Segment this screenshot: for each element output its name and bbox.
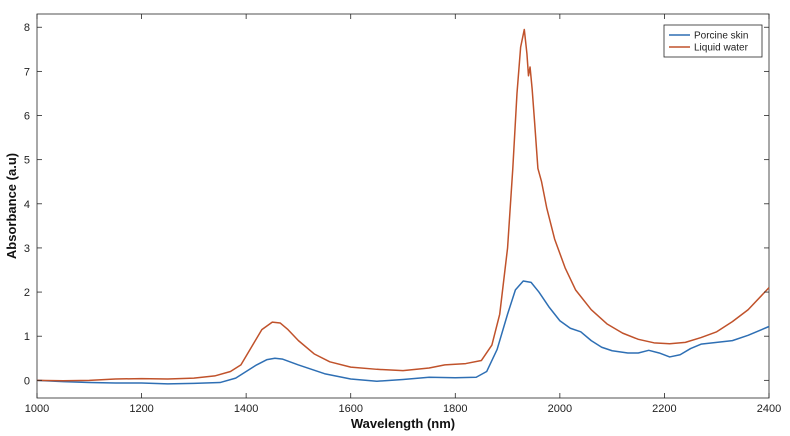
series-line-liquid-water [36, 28, 770, 382]
y-tick-label: 8 [24, 22, 30, 34]
x-tick-label: 1200 [129, 403, 153, 415]
x-tick-label: 1800 [443, 403, 467, 415]
series-line-porcine-skin [36, 280, 770, 385]
series-layer [36, 28, 770, 385]
y-tick-label: 5 [24, 155, 30, 167]
plot-frame [36, 13, 770, 399]
axes-layer: 1000 1200 1400 1600 1800 2000 2200 2400 0 1 2 3 4 5 6 7… [24, 14, 781, 415]
y-tick-label: 2 [24, 287, 30, 299]
x-tick-label: 2000 [548, 403, 572, 415]
legend-entry: Porcine skin [694, 31, 748, 42]
x-tick-label: 2200 [652, 403, 676, 415]
y-tick-label: 6 [24, 111, 30, 123]
y-tick-label: 0 [24, 375, 30, 387]
x-tick-label: 1000 [25, 403, 49, 415]
x-tick-label: 1400 [234, 403, 258, 415]
y-tick-label: 3 [24, 243, 30, 255]
x-tick-label: 1600 [338, 403, 362, 415]
x-tick-label: 2400 [757, 403, 781, 415]
y-tick-label: 4 [24, 199, 30, 211]
legend-entry: Liquid water [694, 43, 749, 54]
x-axis-title: Wavelength (nm) [351, 416, 455, 431]
plot-area [36, 13, 770, 399]
y-tick-label: 7 [24, 66, 30, 78]
legend-box [663, 24, 763, 58]
y-tick-label: 1 [24, 331, 30, 343]
y-axis-title: Absorbance (a.u) [4, 153, 19, 259]
